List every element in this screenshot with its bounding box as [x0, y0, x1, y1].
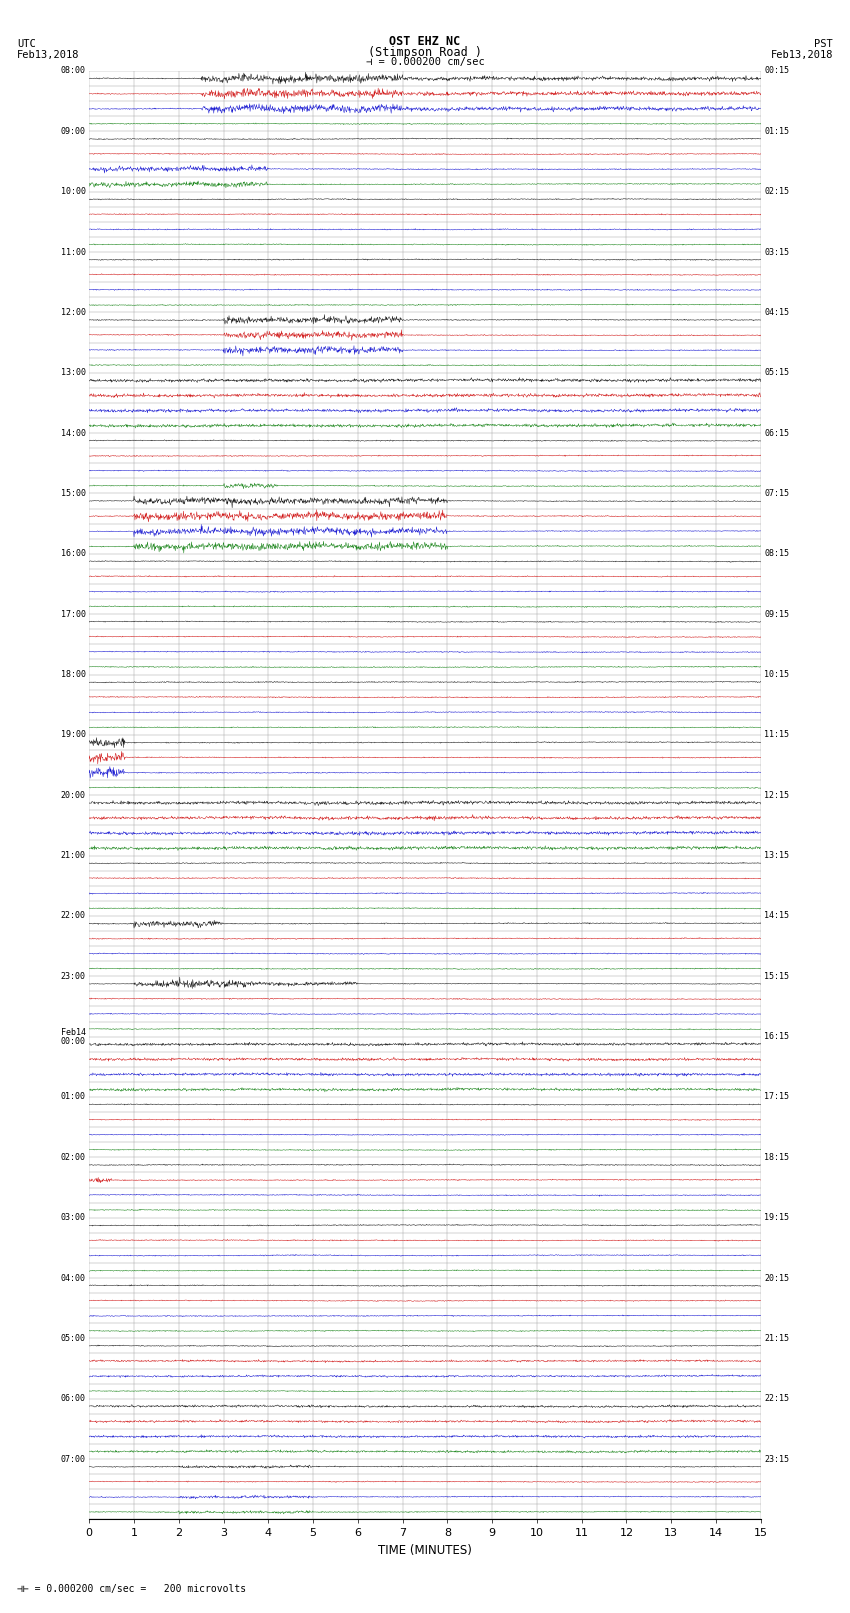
- Text: Feb14: Feb14: [61, 1027, 86, 1037]
- Text: 01:15: 01:15: [764, 127, 789, 135]
- Text: 14:15: 14:15: [764, 911, 789, 921]
- Text: 03:00: 03:00: [61, 1213, 86, 1223]
- Text: 15:00: 15:00: [61, 489, 86, 498]
- Text: 05:00: 05:00: [61, 1334, 86, 1344]
- Text: 06:00: 06:00: [61, 1394, 86, 1403]
- Text: (Stimpson Road ): (Stimpson Road ): [368, 45, 482, 60]
- Text: 17:15: 17:15: [764, 1092, 789, 1102]
- Text: 02:15: 02:15: [764, 187, 789, 197]
- Text: 16:00: 16:00: [61, 550, 86, 558]
- Text: 20:15: 20:15: [764, 1274, 789, 1282]
- Text: 22:00: 22:00: [61, 911, 86, 921]
- Text: 20:00: 20:00: [61, 790, 86, 800]
- X-axis label: TIME (MINUTES): TIME (MINUTES): [378, 1544, 472, 1557]
- Text: 19:15: 19:15: [764, 1213, 789, 1223]
- Text: 00:15: 00:15: [764, 66, 789, 76]
- Text: 01:00: 01:00: [61, 1092, 86, 1102]
- Text: 00:00: 00:00: [61, 1037, 86, 1045]
- Text: 10:00: 10:00: [61, 187, 86, 197]
- Text: 11:15: 11:15: [764, 731, 789, 739]
- Text: 13:15: 13:15: [764, 852, 789, 860]
- Text: 06:15: 06:15: [764, 429, 789, 437]
- Text: 13:00: 13:00: [61, 368, 86, 377]
- Text: 02:00: 02:00: [61, 1153, 86, 1161]
- Text: 18:00: 18:00: [61, 669, 86, 679]
- Text: UTC
Feb13,2018: UTC Feb13,2018: [17, 39, 80, 60]
- Text: 12:00: 12:00: [61, 308, 86, 316]
- Text: 23:00: 23:00: [61, 971, 86, 981]
- Text: 03:15: 03:15: [764, 247, 789, 256]
- Text: 08:15: 08:15: [764, 550, 789, 558]
- Text: 12:15: 12:15: [764, 790, 789, 800]
- Text: 04:00: 04:00: [61, 1274, 86, 1282]
- Text: ⊣⊢ = 0.000200 cm/sec =   200 microvolts: ⊣⊢ = 0.000200 cm/sec = 200 microvolts: [17, 1584, 246, 1594]
- Text: 23:15: 23:15: [764, 1455, 789, 1463]
- Text: 07:00: 07:00: [61, 1455, 86, 1463]
- Text: 22:15: 22:15: [764, 1394, 789, 1403]
- Text: OST EHZ NC: OST EHZ NC: [389, 35, 461, 48]
- Text: ⊣ = 0.000200 cm/sec: ⊣ = 0.000200 cm/sec: [366, 58, 484, 68]
- Text: 09:00: 09:00: [61, 127, 86, 135]
- Text: 17:00: 17:00: [61, 610, 86, 619]
- Text: 21:00: 21:00: [61, 852, 86, 860]
- Text: 04:15: 04:15: [764, 308, 789, 316]
- Text: 07:15: 07:15: [764, 489, 789, 498]
- Text: 21:15: 21:15: [764, 1334, 789, 1344]
- Text: 09:15: 09:15: [764, 610, 789, 619]
- Text: 14:00: 14:00: [61, 429, 86, 437]
- Text: 19:00: 19:00: [61, 731, 86, 739]
- Text: 16:15: 16:15: [764, 1032, 789, 1040]
- Text: 18:15: 18:15: [764, 1153, 789, 1161]
- Text: 05:15: 05:15: [764, 368, 789, 377]
- Text: 11:00: 11:00: [61, 247, 86, 256]
- Text: 15:15: 15:15: [764, 971, 789, 981]
- Text: PST
Feb13,2018: PST Feb13,2018: [770, 39, 833, 60]
- Text: 10:15: 10:15: [764, 669, 789, 679]
- Text: 08:00: 08:00: [61, 66, 86, 76]
